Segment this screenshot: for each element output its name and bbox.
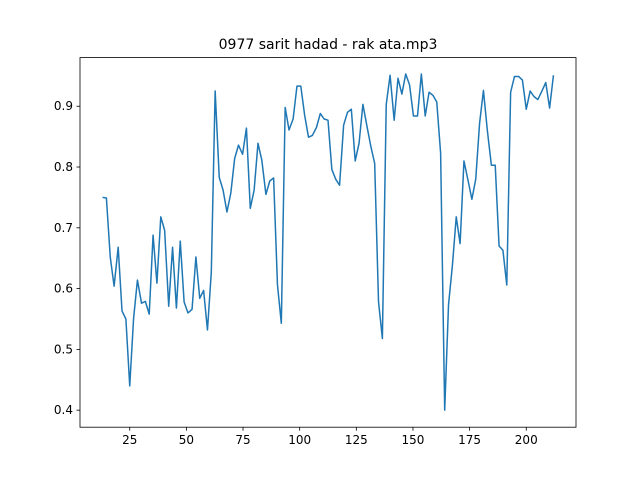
y-tick-label: 0.9	[54, 99, 73, 113]
x-tick-label: 25	[122, 433, 137, 447]
y-tick-label: 0.6	[54, 282, 73, 296]
x-tick-label: 175	[458, 433, 481, 447]
y-tick-label: 0.8	[54, 160, 73, 174]
y-tick-label: 0.5	[54, 342, 73, 356]
x-tick-label: 125	[345, 433, 368, 447]
y-tick-label: 0.7	[54, 221, 73, 235]
x-tick-label: 100	[288, 433, 311, 447]
x-tick-label: 150	[402, 433, 425, 447]
x-tick-label: 200	[515, 433, 538, 447]
chart-title: 0977 sarit hadad - rak ata.mp3	[219, 37, 438, 53]
x-tick-label: 50	[179, 433, 194, 447]
y-tick-label: 0.4	[54, 403, 73, 417]
plot-frame	[79, 57, 577, 428]
x-tick-label: 75	[235, 433, 250, 447]
data-line	[102, 73, 555, 411]
